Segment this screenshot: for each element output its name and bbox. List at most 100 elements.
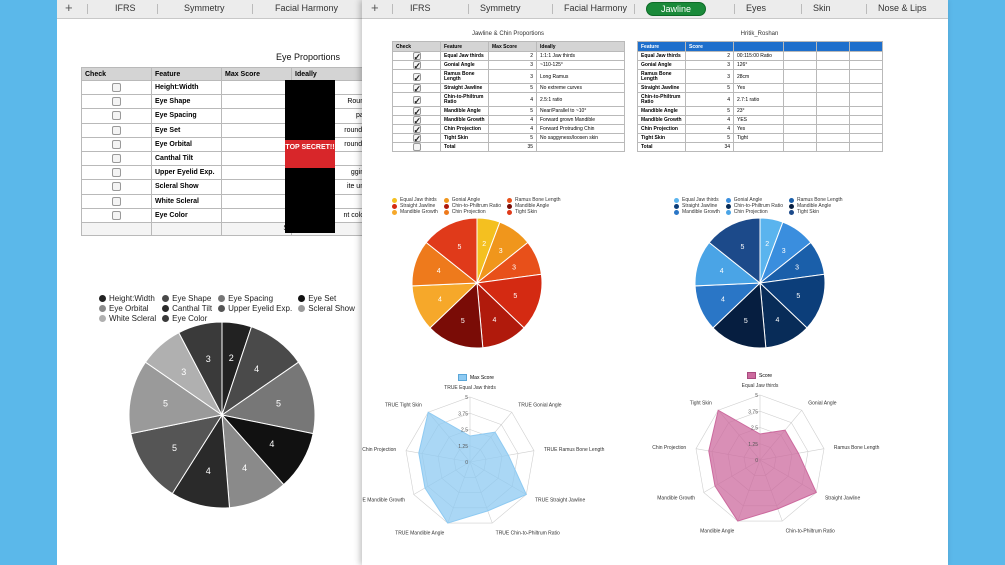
tab-facial-harmony[interactable]: Facial Harmony: [564, 3, 628, 13]
checked-checkbox[interactable]: ✓: [412, 125, 422, 134]
max-score-legend-label: Max Score: [470, 374, 494, 381]
legend-label: Eye Spacing: [228, 294, 274, 303]
max-score-legend: Max Score: [458, 374, 494, 381]
legend-label: Mandible Growth: [400, 209, 438, 215]
legend-item: Chin Projection: [443, 209, 501, 215]
back-tab-ifrs[interactable]: IFRS: [115, 3, 136, 13]
eye-pie-chart: 2 4 5 4 4 4 5 5 3 3: [128, 321, 316, 509]
row-checkbox[interactable]: [112, 168, 121, 178]
warm-pie-slice: [429, 281, 484, 349]
tab-symmetry[interactable]: Symmetry: [480, 3, 521, 13]
warm-pie-value-label: 4: [438, 296, 442, 303]
tab-eyes[interactable]: Eyes: [746, 3, 767, 13]
legend-label: Eye Orbital: [109, 304, 149, 313]
legend-label: Tight Skin: [796, 209, 820, 215]
tab-divider: [392, 4, 393, 14]
eye-pie-value-label: 5: [172, 443, 177, 453]
eye-pie-slice: [128, 361, 224, 435]
warm-pie-slice: [475, 273, 543, 329]
row-checkbox[interactable]: [112, 210, 121, 220]
score-radar-axis-label: Chin Projection: [652, 445, 686, 451]
legend-item: Eye Spacing: [218, 294, 292, 303]
row-checkbox[interactable]: [112, 182, 121, 192]
row-checkbox[interactable]: [412, 143, 421, 151]
max-radar-tick-label: 0: [465, 460, 468, 466]
legend-item: Ramus Bone Length: [788, 197, 843, 203]
checked-checkbox[interactable]: ✓: [412, 84, 422, 93]
eye-pie-slice: [178, 321, 223, 416]
legend-label: Eye Shape: [172, 294, 212, 303]
checked-checkbox[interactable]: ✓: [412, 52, 422, 61]
checked-checkbox[interactable]: ✓: [412, 134, 422, 143]
tab-skin[interactable]: Skin: [813, 3, 831, 13]
checked-checkbox[interactable]: ✓: [412, 61, 422, 70]
score-radar-tick-label: 1.25: [748, 442, 758, 448]
row-checkbox[interactable]: [112, 154, 121, 164]
warm-pie-slice: [425, 217, 478, 285]
feature-cell: Canthal Tilt: [151, 150, 222, 167]
row-checkbox[interactable]: [112, 83, 121, 93]
legend-dot: [392, 197, 397, 203]
checked-checkbox[interactable]: ✓: [412, 95, 422, 106]
tab-divider: [801, 4, 802, 14]
tab-nose-lips[interactable]: Nose & Lips: [878, 3, 927, 13]
add-sheet-icon[interactable]: +: [65, 0, 73, 15]
legend-dot: [788, 197, 794, 203]
tab-divider: [157, 4, 158, 14]
legend-dot: [443, 209, 449, 215]
tab-divider: [552, 4, 553, 14]
eye-proportions-window: + IFRS Symmetry Facial Harmony Eye Propo…: [57, 0, 362, 565]
legend-dot: [298, 295, 306, 302]
check-cell: [81, 207, 152, 223]
legend-label: Equal Jaw thirds: [400, 197, 437, 203]
blue-pie-value-label: 5: [796, 293, 800, 300]
legend-label: Tight Skin: [514, 209, 538, 215]
subject-score-table: Feature Score Equal Jaw thirds 2 00:115:00…: [637, 41, 883, 152]
max-radar-axis-label: TRUE Equal Jaw thirds: [444, 385, 496, 391]
table-row: ✓ Equal Jaw thirds 2 1:1:1 Jaw thirds: [392, 51, 625, 61]
table-row: Tight Skin 5 Tight: [637, 133, 883, 143]
back-tab-facial-harmony[interactable]: Facial Harmony: [275, 3, 339, 13]
checked-checkbox[interactable]: ✓: [412, 107, 422, 116]
tab-jawline[interactable]: Jawline: [646, 2, 707, 16]
feature-cell: Scleral Show: [151, 179, 222, 195]
eye-pie-value-label: 3: [206, 354, 211, 364]
tab-ifrs[interactable]: IFRS: [410, 3, 431, 13]
blue-pie-slice: [708, 217, 761, 285]
back-tab-symmetry[interactable]: Symmetry: [184, 3, 225, 13]
score-radar-axis-label: Ramus Bone Length: [834, 445, 880, 451]
blue-pie-value-label: 2: [765, 241, 769, 248]
legend-item: Mandible Growth: [392, 209, 438, 215]
score-radar-tick-label: 0: [755, 458, 758, 464]
add-sheet-icon[interactable]: +: [371, 0, 379, 15]
score-radar-axis-label: Mandible Angle: [700, 528, 734, 534]
legend-dot: [788, 209, 794, 215]
legend-label: Canthal Tilt: [172, 304, 213, 313]
row-checkbox[interactable]: [112, 196, 121, 206]
legend-dot: [506, 209, 512, 215]
legend-label: Chin Projection: [451, 209, 486, 215]
table-row: Total 35: [392, 142, 625, 152]
legend-label: Equal Jaw thirds: [682, 197, 719, 203]
blue-pie-value-label: 3: [795, 265, 799, 272]
warm-pie-value-label: 2: [482, 241, 486, 248]
warm-pie-value-label: 4: [493, 317, 497, 324]
max-radar-grid-ring: [405, 396, 535, 524]
row-checkbox[interactable]: [112, 125, 121, 135]
row-checkbox[interactable]: [112, 111, 121, 121]
legend-item: Mandible Angle: [506, 203, 561, 209]
checked-checkbox[interactable]: ✓: [412, 116, 422, 125]
row-checkbox[interactable]: [112, 97, 121, 107]
legend-item: Height:Width: [99, 294, 156, 303]
checked-checkbox[interactable]: ✓: [412, 72, 422, 83]
max-radar-axis-label: TRUE Mandible Angle: [395, 530, 444, 536]
legend-dot: [506, 197, 512, 203]
jawline-charts: 2 3 3 5 4 5 4 4 5 2 3 3 5 4 5 4 4 5 5 3.75 2.5 1.25 0 TRUE Equa…: [362, 217, 880, 536]
score-radar-axis-label: Tight Skin: [690, 401, 712, 407]
blue-pie-value-label: 3: [782, 248, 786, 255]
warm-pie-value-label: 3: [499, 248, 503, 255]
score-radar-axis-label: Chin-to-Philtrum Ratio: [786, 528, 835, 534]
row-checkbox[interactable]: [112, 139, 121, 149]
blue-pie-value-label: 4: [720, 268, 724, 275]
feature-cell: White Scleral: [151, 193, 222, 209]
